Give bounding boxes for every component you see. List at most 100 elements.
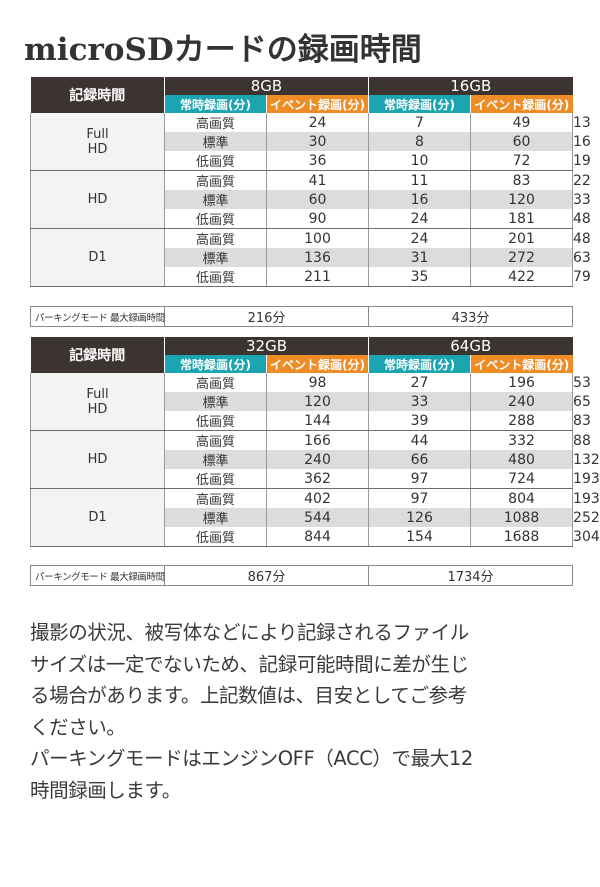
quality-label: 低画質: [164, 527, 267, 547]
time-value-cell: 27: [368, 373, 471, 392]
time-value-cell: 844: [265, 527, 369, 547]
time-value-cell: 97: [368, 469, 471, 489]
parking-mode-label: パーキングモード 最大録画時間: [30, 306, 165, 327]
page-title: microSDカードの録画時間: [24, 32, 422, 68]
time-value-cell: 24: [266, 113, 369, 132]
time-value-cell: 181: [469, 209, 573, 229]
time-value-cell: 804: [470, 488, 573, 508]
table-row: 低画質 211 35 422 79: [31, 267, 591, 287]
resolution-label-line: HD: [87, 192, 108, 207]
resolution-label: Full HD: [30, 113, 165, 171]
event-recording-header: イベント録画(分): [266, 95, 369, 113]
resolution-label-line: D1: [88, 510, 107, 525]
time-value-cell: 1088: [470, 508, 573, 527]
table-row: HD 高画質 41 11 83 22: [30, 170, 591, 229]
note-line: ください。: [30, 715, 126, 739]
note-line: 時間録画します。: [30, 778, 181, 802]
parking-mode-value: 1734分: [368, 565, 573, 586]
table-row: 標準 240 66 480 132: [31, 450, 600, 469]
time-value-cell: 35: [368, 267, 471, 287]
capacity-header: 8GB: [164, 77, 369, 95]
time-value-cell: 66: [368, 450, 471, 469]
note-line: る場合があります。上記数値は、目安としてご参考: [30, 684, 467, 707]
capacity-header: 32GB: [163, 337, 369, 355]
quality-label: 高画質: [164, 228, 267, 248]
table-row: 標準 136 31 272 63: [31, 248, 591, 267]
table-row: 低画質 90 24 181 48: [31, 209, 591, 229]
resolution-label-line: HD: [87, 141, 108, 157]
quality-label: 低画質: [164, 151, 267, 171]
resolution-label-line: D1: [88, 250, 107, 265]
time-value-cell: 98: [265, 373, 369, 392]
time-value-cell: 97: [368, 488, 471, 508]
resolution-label: HD: [30, 170, 165, 229]
parking-mode-row: パーキングモード 最大録画時間 867分 1734分: [30, 565, 573, 586]
note-line: サイズは一定でないため、記録可能時間に差が生じ: [30, 652, 469, 676]
quality-label: 標準: [164, 190, 267, 209]
time-value-cell: 100: [266, 228, 369, 248]
event-recording-header: イベント録画(分): [265, 355, 369, 373]
table-row: 標準 544 126 1088 252: [31, 508, 600, 527]
table-row: 標準 60 16 120 33: [31, 190, 591, 209]
table-row: 低画質 362 97 724 193: [31, 469, 600, 489]
notes: 撮影の状況、被写体などにより記録されるファイル サイズは一定でないため、記録可能…: [30, 617, 580, 806]
time-value-cell: 10: [368, 151, 471, 171]
time-value-cell: 8: [368, 132, 471, 151]
quality-label: 低画質: [164, 469, 267, 489]
time-value-cell: 240: [470, 392, 573, 411]
corner-label: 記録時間: [30, 337, 165, 373]
time-value-cell: 120: [265, 392, 369, 411]
parking-mode-label: パーキングモード 最大録画時間: [30, 565, 165, 586]
time-value-cell: 83: [469, 170, 573, 190]
quality-label: 高画質: [164, 113, 267, 132]
continuous-recording-header: 常時録画(分): [368, 95, 471, 113]
time-value-cell: 30: [266, 132, 369, 151]
note-line: パーキングモードはエンジンOFF（ACC）で最大12: [30, 747, 473, 770]
continuous-recording-header: 常時録画(分): [368, 355, 471, 373]
time-value-cell: 7: [368, 113, 471, 132]
time-value-cell: 31: [368, 248, 471, 267]
time-value-cell: 144: [265, 411, 369, 431]
quality-label: 標準: [164, 508, 267, 527]
table-row: D1 高画質 402 97 804 193: [30, 488, 600, 547]
resolution-label: HD: [30, 430, 165, 489]
time-value-cell: 44: [368, 430, 471, 450]
time-value-cell: 332: [470, 430, 573, 450]
time-value-cell: 362: [265, 469, 369, 489]
time-value-cell: 120: [469, 190, 573, 209]
time-value-cell: 24: [368, 209, 471, 229]
time-value-cell: 422: [469, 267, 573, 287]
time-value-cell: 201: [469, 228, 573, 248]
time-value-cell: 11: [368, 170, 471, 190]
corner-label: 記録時間: [30, 77, 165, 113]
time-value-cell: 60: [469, 132, 573, 151]
table-row: 標準 30 8 60 16: [31, 132, 591, 151]
quality-label: 高画質: [164, 430, 267, 450]
resolution-label: D1: [30, 488, 165, 547]
time-value-cell: 1688: [470, 527, 573, 547]
capacity-header: 64GB: [368, 337, 573, 355]
table-row: 標準 120 33 240 65: [31, 392, 591, 411]
capacity-header: 16GB: [367, 77, 573, 95]
parking-mode-value: 216分: [164, 306, 369, 327]
time-value-cell: 90: [266, 209, 369, 229]
resolution-label-line: HD: [87, 452, 108, 467]
time-value-cell: 60: [266, 190, 369, 209]
quality-label: 高画質: [164, 488, 267, 508]
table-row: Full HD 高画質 24 7 49 13: [30, 113, 591, 171]
time-value-cell: 39: [368, 411, 471, 431]
time-value-cell: 72: [469, 151, 573, 171]
quality-label: 高画質: [164, 373, 267, 392]
table-row: HD 高画質 166 44 332 88: [30, 430, 591, 489]
resolution-label-line: HD: [87, 401, 108, 417]
table-row: D1 高画質 100 24 201 48: [30, 228, 591, 287]
quality-label: 標準: [164, 132, 267, 151]
quality-label: 低画質: [164, 267, 267, 287]
time-value-cell: 272: [469, 248, 573, 267]
resolution-label-line: Full: [86, 126, 109, 142]
note-line: 撮影の状況、被写体などにより記録されるファイル: [30, 621, 469, 644]
time-value-cell: 288: [470, 411, 573, 431]
event-recording-header: イベント録画(分): [470, 355, 573, 373]
time-value-cell: 24: [368, 228, 471, 248]
parking-mode-value: 433分: [368, 306, 573, 327]
